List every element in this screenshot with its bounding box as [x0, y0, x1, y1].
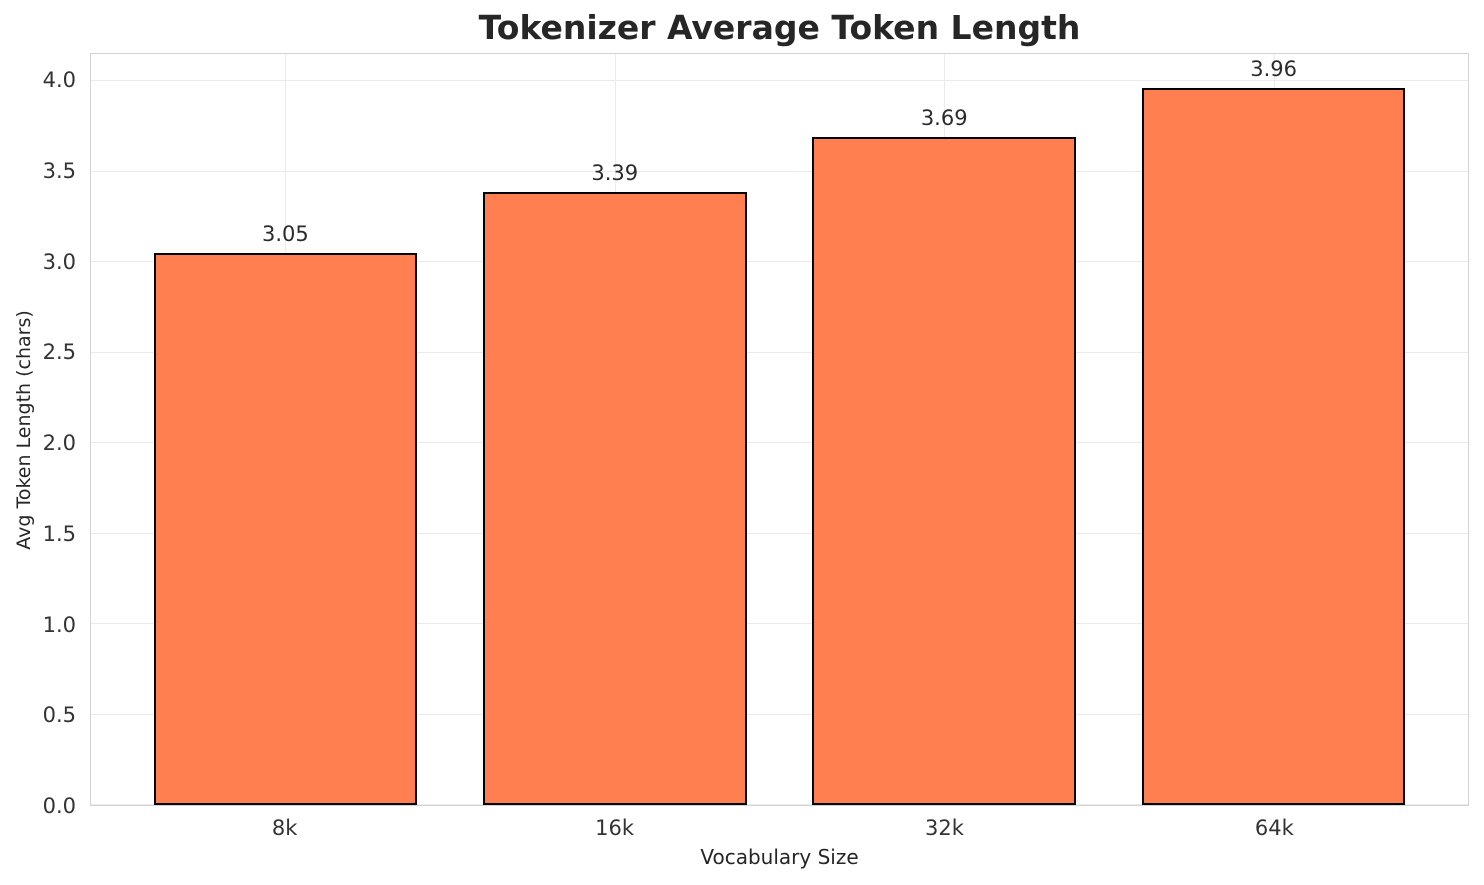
y-gridline — [91, 261, 1468, 263]
y-tick-label: 1.0 — [42, 612, 76, 637]
x-tick-label: 64k — [1254, 816, 1294, 840]
bar-value-label: 3.05 — [261, 222, 309, 247]
bar-32k — [812, 137, 1076, 805]
bar-8k — [153, 253, 418, 805]
bar-value-label: 3.96 — [1250, 57, 1298, 82]
y-tick-label: 3.0 — [42, 249, 76, 274]
y-gridline — [91, 532, 1468, 534]
plot-area: 3.05 3.39 3.69 3.96 — [90, 53, 1469, 806]
y-tick-label: 1.5 — [42, 521, 76, 546]
x-tick-label: 32k — [924, 816, 964, 840]
y-tick-label: 0.5 — [42, 703, 76, 728]
y-tick-label: 3.5 — [42, 158, 76, 183]
y-tick-label: 2.5 — [42, 340, 76, 365]
y-tick-label: 0.0 — [42, 794, 76, 818]
bar-64k — [1141, 88, 1406, 805]
y-gridline — [91, 80, 1468, 82]
y-tick-label: 2.0 — [42, 431, 76, 456]
x-axis-label: Vocabulary Size — [700, 845, 859, 869]
y-gridline — [91, 442, 1468, 444]
chart-title: Tokenizer Average Token Length — [478, 8, 1081, 47]
bar-16k — [483, 191, 747, 805]
y-gridline — [91, 170, 1468, 172]
y-tick-label: 4.0 — [42, 68, 76, 93]
y-gridline — [91, 804, 1468, 805]
y-gridline — [91, 351, 1468, 353]
x-tick-label: 8k — [271, 816, 298, 840]
x-tick-label: 16k — [595, 816, 634, 840]
y-gridline — [91, 713, 1468, 715]
bar-value-label: 3.39 — [591, 160, 639, 185]
y-gridline — [91, 623, 1468, 625]
bar-value-label: 3.69 — [920, 106, 968, 131]
